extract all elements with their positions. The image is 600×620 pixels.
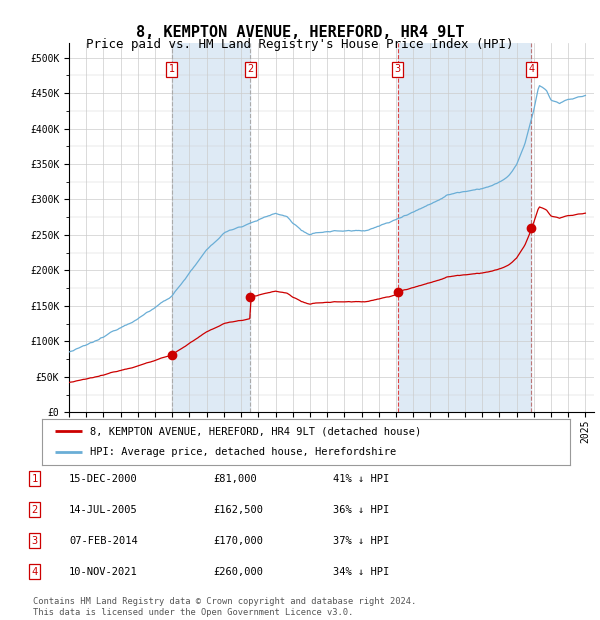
Text: 37% ↓ HPI: 37% ↓ HPI bbox=[333, 536, 389, 546]
Text: £81,000: £81,000 bbox=[213, 474, 257, 484]
Text: HPI: Average price, detached house, Herefordshire: HPI: Average price, detached house, Here… bbox=[89, 448, 396, 458]
Text: 2: 2 bbox=[247, 64, 254, 74]
Text: 8, KEMPTON AVENUE, HEREFORD, HR4 9LT: 8, KEMPTON AVENUE, HEREFORD, HR4 9LT bbox=[136, 25, 464, 40]
Text: 4: 4 bbox=[32, 567, 38, 577]
Text: 8, KEMPTON AVENUE, HEREFORD, HR4 9LT (detached house): 8, KEMPTON AVENUE, HEREFORD, HR4 9LT (de… bbox=[89, 426, 421, 436]
Text: 3: 3 bbox=[395, 64, 401, 74]
Text: 36% ↓ HPI: 36% ↓ HPI bbox=[333, 505, 389, 515]
Text: 14-JUL-2005: 14-JUL-2005 bbox=[69, 505, 138, 515]
Text: £260,000: £260,000 bbox=[213, 567, 263, 577]
Text: Contains HM Land Registry data © Crown copyright and database right 2024.
This d: Contains HM Land Registry data © Crown c… bbox=[33, 598, 416, 617]
Text: 41% ↓ HPI: 41% ↓ HPI bbox=[333, 474, 389, 484]
Text: 1: 1 bbox=[169, 64, 175, 74]
Text: 34% ↓ HPI: 34% ↓ HPI bbox=[333, 567, 389, 577]
Text: 1: 1 bbox=[32, 474, 38, 484]
Text: £162,500: £162,500 bbox=[213, 505, 263, 515]
Text: 3: 3 bbox=[32, 536, 38, 546]
Text: 15-DEC-2000: 15-DEC-2000 bbox=[69, 474, 138, 484]
Text: 07-FEB-2014: 07-FEB-2014 bbox=[69, 536, 138, 546]
Text: Price paid vs. HM Land Registry's House Price Index (HPI): Price paid vs. HM Land Registry's House … bbox=[86, 38, 514, 51]
Text: £170,000: £170,000 bbox=[213, 536, 263, 546]
Bar bbox=[398, 43, 532, 412]
Bar bbox=[172, 43, 250, 412]
Text: 4: 4 bbox=[528, 64, 535, 74]
Text: 10-NOV-2021: 10-NOV-2021 bbox=[69, 567, 138, 577]
Text: 2: 2 bbox=[32, 505, 38, 515]
